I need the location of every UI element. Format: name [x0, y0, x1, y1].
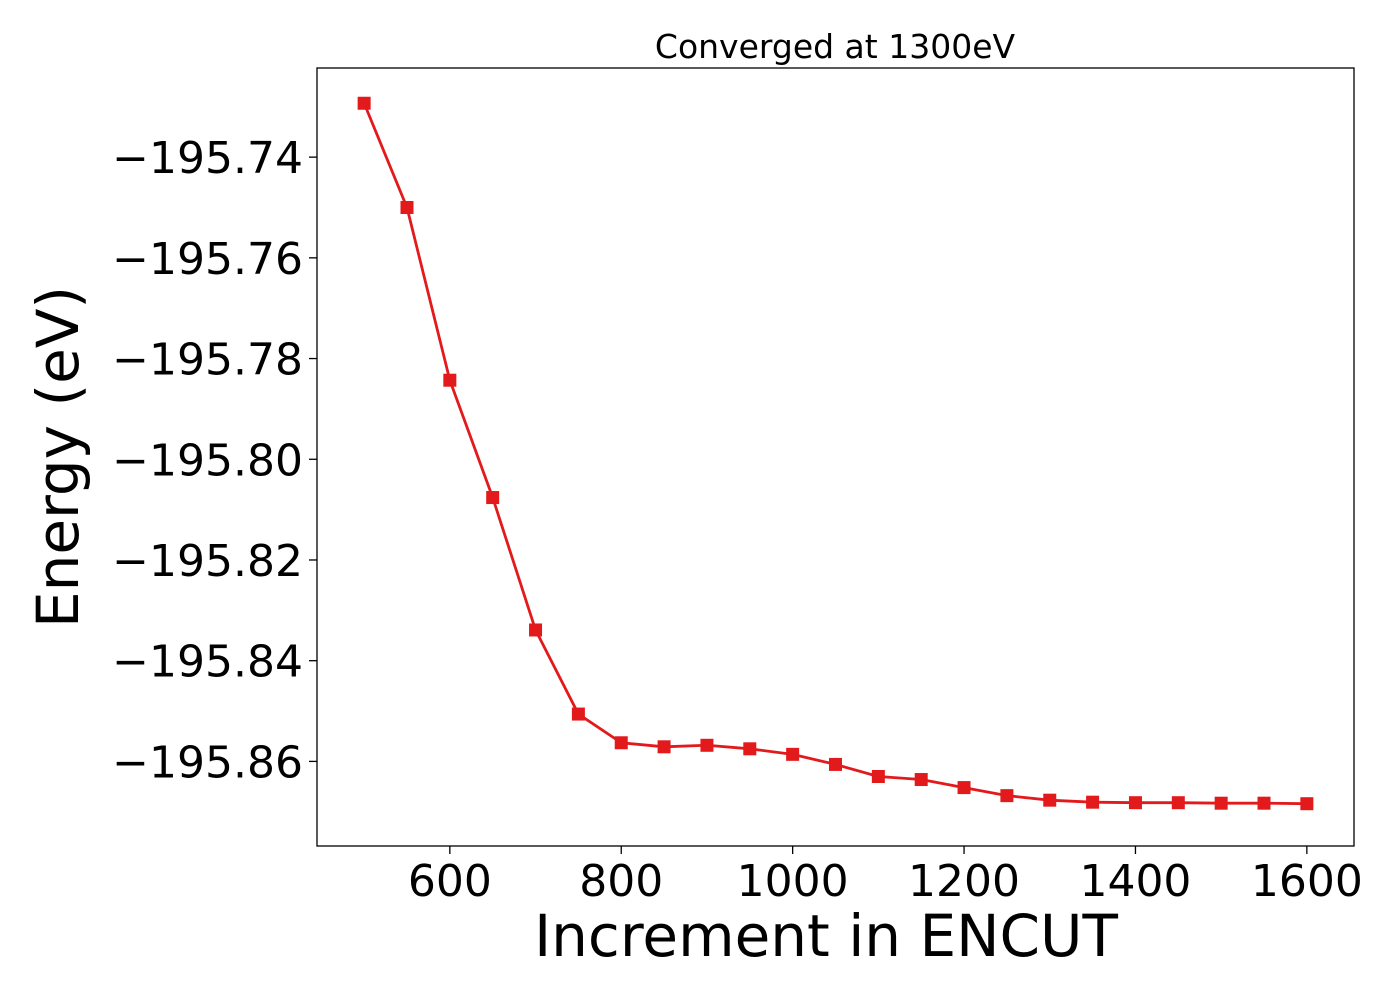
data-point — [357, 96, 371, 110]
y-tick-label: −195.78 — [112, 335, 303, 386]
data-point — [743, 742, 757, 756]
data-point — [486, 491, 500, 505]
data-point — [957, 781, 971, 795]
x-tick-label: 1200 — [908, 856, 1020, 907]
data-point — [914, 773, 928, 787]
x-tick-label: 1600 — [1251, 856, 1363, 907]
data-point — [1257, 796, 1271, 810]
data-point — [1043, 793, 1057, 807]
x-tick-label: 1000 — [737, 856, 849, 907]
x-tick-label: 1400 — [1079, 856, 1191, 907]
y-tick-label: −195.82 — [112, 536, 303, 587]
data-point — [529, 623, 543, 637]
data-point — [1086, 795, 1100, 809]
x-tick-label: 600 — [408, 856, 492, 907]
data-point — [829, 757, 842, 771]
x-axis-ticks: 600 800 1000 1200 1400 1600 — [408, 846, 1363, 907]
data-point — [700, 738, 714, 752]
data-point — [614, 736, 628, 750]
chart-title: Converged at 1300eV — [655, 27, 1016, 66]
plot-area-frame — [316, 67, 1355, 847]
y-tick-label: −195.84 — [112, 637, 303, 688]
data-point — [786, 747, 800, 761]
y-tick-label: −195.80 — [112, 435, 303, 486]
x-tick-label: 800 — [579, 856, 663, 907]
data-point — [571, 707, 585, 721]
data-point — [1128, 796, 1142, 810]
data-point — [1000, 789, 1014, 803]
y-tick-label: −195.74 — [112, 133, 303, 184]
data-point — [400, 200, 414, 214]
data-point — [443, 373, 457, 387]
y-axis-label: Energy (eV) — [24, 286, 92, 628]
data-point — [1171, 796, 1185, 810]
x-axis-label: Increment in ENCUT — [534, 902, 1118, 970]
y-tick-label: −195.76 — [112, 234, 303, 285]
series-line — [362, 102, 1307, 806]
data-point — [657, 740, 671, 754]
data-point — [1300, 797, 1314, 811]
y-tick-label: −195.86 — [112, 737, 303, 788]
y-axis-ticks: −195.74 −195.76 −195.78 −195.80 −195.82 −195.… — [112, 133, 317, 788]
data-point — [1214, 796, 1228, 810]
data-point — [871, 770, 885, 784]
series-layer — [357, 96, 1314, 811]
